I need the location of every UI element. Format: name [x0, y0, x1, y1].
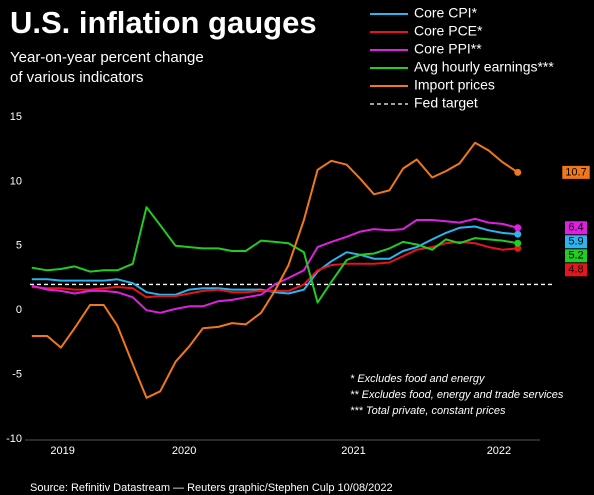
series-line	[31, 141, 519, 399]
footnote: ** Excludes food, energy and trade servi…	[350, 389, 564, 401]
end-label-box	[562, 165, 590, 179]
end-label: 4.8	[565, 263, 587, 277]
series-line	[31, 217, 519, 314]
legend-label: Core CPI*	[414, 5, 478, 21]
y-tick-label: 0	[16, 304, 22, 316]
end-label: 6.4	[565, 221, 587, 235]
y-tick-label: 10	[10, 175, 22, 187]
legend-label: Import prices	[414, 77, 495, 93]
legend-label: Core PCE*	[414, 23, 483, 39]
subtitle: Year-on-year percent change	[10, 49, 204, 66]
end-label-box	[565, 221, 587, 235]
end-dot	[514, 239, 522, 247]
end-label-text: 5.2	[568, 250, 583, 262]
legend-label: Fed target	[414, 95, 478, 111]
end-label-text: 5.9	[568, 236, 583, 248]
end-dot	[514, 224, 522, 232]
x-tick-label: 2022	[487, 445, 511, 457]
end-dot	[514, 230, 522, 238]
end-label-text: 6.4	[568, 222, 583, 234]
end-label-text: 4.8	[568, 264, 583, 276]
legend-label: Core PPI**	[414, 41, 482, 57]
series-line	[31, 206, 518, 304]
end-label-box	[565, 263, 587, 277]
footnote: *** Total private, constant prices	[350, 405, 506, 417]
y-tick-label: 15	[10, 111, 22, 123]
x-tick-label: 2021	[341, 445, 365, 457]
end-label-text: 10.7	[565, 166, 586, 178]
footnote: * Excludes food and energy	[350, 373, 486, 385]
end-label: 5.2	[565, 249, 587, 263]
source: Source: Refinitiv Datastream — Reuters g…	[30, 482, 393, 494]
end-label: 5.9	[565, 235, 587, 249]
end-label-box	[565, 235, 587, 249]
chart-title: U.S. inflation gauges	[10, 5, 317, 40]
y-tick-label: 5	[16, 240, 22, 252]
end-label-box	[565, 249, 587, 263]
legend-label: Avg hourly earnings***	[414, 59, 554, 75]
x-tick-label: 2019	[50, 445, 74, 457]
end-label: 10.7	[562, 165, 590, 179]
end-dot	[514, 244, 522, 252]
subtitle: of various indicators	[10, 69, 143, 86]
x-tick-label: 2020	[172, 445, 196, 457]
end-dot	[514, 168, 522, 176]
y-tick-label: -10	[6, 433, 22, 445]
y-tick-label: -5	[12, 369, 22, 381]
